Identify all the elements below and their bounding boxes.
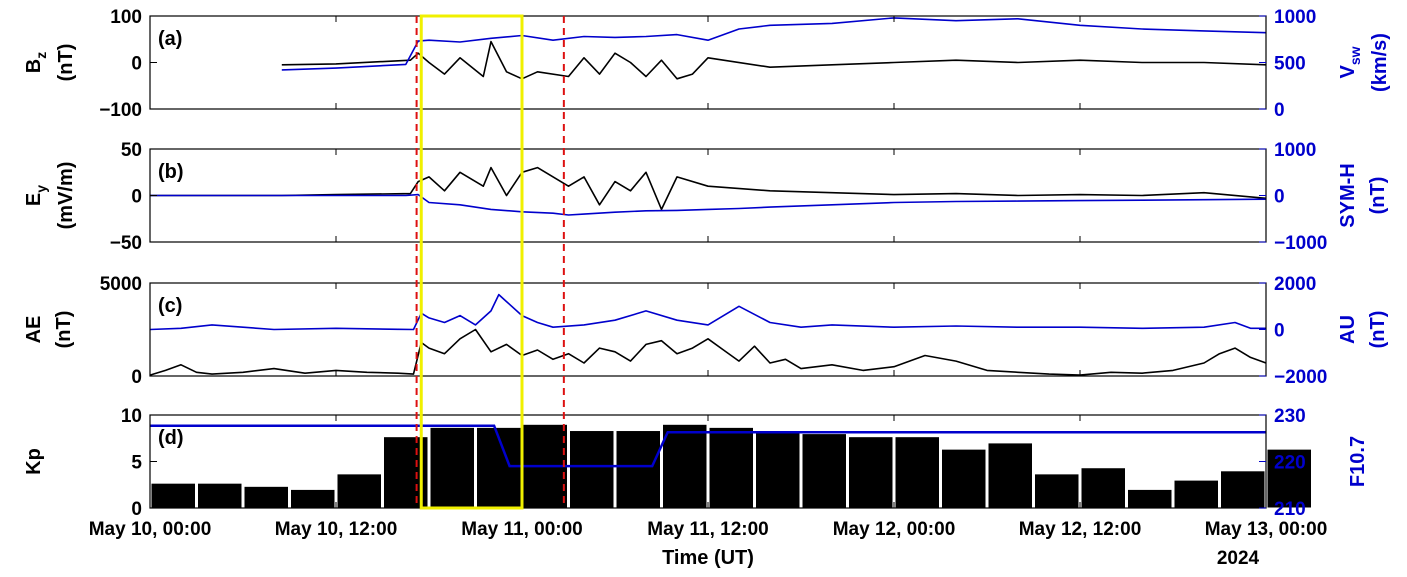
panel-3-left-label: AE (nT) — [23, 311, 75, 349]
panel-1-tag: (a) — [158, 28, 182, 50]
panel-3-right-tick-label-2: 0 — [1274, 321, 1285, 342]
x-tick-label-6: May 12, 12:00 — [1019, 519, 1142, 540]
panel-3-right-tick-label-3: −2000 — [1274, 367, 1327, 388]
kp-bar-4 — [290, 488, 336, 509]
panel-2-left-label: Ey (mV/m) — [23, 162, 77, 230]
panel-1-series-1-line — [281, 40, 1267, 80]
kp-bar-23 — [1173, 479, 1219, 509]
panel-4-left-tick-label-3: 0 — [131, 499, 142, 520]
kp-bar-12 — [662, 423, 708, 509]
kp-bar-5 — [336, 473, 382, 509]
panel-2-tag: (b) — [158, 161, 184, 183]
panel-3-frame — [149, 282, 1267, 377]
panel-4-left-tick-label-1: 10 — [121, 406, 142, 427]
panel-1-left-tick-label-2: 0 — [131, 54, 142, 75]
panel-1-right-label: Vsw (km/s) — [1337, 33, 1391, 92]
kp-bar-22 — [1127, 488, 1173, 509]
x-tick-label-1: May 10, 00:00 — [89, 519, 212, 540]
panel-1-left-tick-label-3: −100 — [99, 100, 142, 121]
panel-4-left-label: Kp — [23, 448, 45, 475]
x-tick-label-7: May 13, 00:00 — [1205, 519, 1328, 540]
kp-bar-21 — [1080, 467, 1126, 509]
panel-1-frame — [149, 15, 1267, 110]
panel-1-series-2-line — [281, 17, 1267, 71]
kp-bar-20 — [1034, 473, 1080, 509]
x-tick-label-5: May 12, 00:00 — [833, 519, 956, 540]
panel-4-tag: (d) — [158, 427, 184, 449]
panel-2-right-tick-label-1: 1000 — [1274, 140, 1316, 161]
panel-2-right-tick-label-2: 0 — [1274, 187, 1285, 208]
panel-3-series-1-line — [149, 328, 1267, 376]
panel-2-series-2-line — [150, 193, 1267, 216]
panel-4-right-tick-label-2: 220 — [1274, 453, 1306, 474]
panel-2-series-1-line — [150, 166, 1267, 211]
panel-4-right-tick-label-1: 230 — [1274, 406, 1306, 427]
panel-3-right-label: AU (nT) — [1337, 311, 1389, 349]
kp-bar-18 — [941, 448, 987, 509]
panel-2-right-label: SYM-H (nT) — [1337, 163, 1389, 227]
panel-4-right-label: F10.7 — [1347, 436, 1369, 487]
panel-1-right-tick-label-1: 1000 — [1274, 7, 1316, 28]
x-tick-label-4: May 11, 12:00 — [647, 519, 768, 540]
kp-bar-13 — [708, 426, 754, 509]
panel-1-right-tick-label-2: 500 — [1274, 54, 1306, 75]
kp-bar-1 — [150, 482, 196, 509]
panel-1-right-tick-label-3: 0 — [1274, 100, 1285, 121]
panel-2-left-tick-label-1: 50 — [121, 140, 142, 161]
panel-2-left-tick-label-2: 0 — [131, 187, 142, 208]
kp-bar-14 — [755, 430, 801, 509]
panel-1-left-tick-label-1: 100 — [110, 7, 142, 28]
panel-3-right-tick-label-1: 2000 — [1274, 274, 1316, 295]
kp-bar-16 — [848, 436, 894, 509]
panel-2-right-tick-label-3: −1000 — [1274, 233, 1327, 254]
panel-3-series-2-line — [149, 293, 1266, 331]
kp-bar-25 — [1266, 448, 1312, 509]
panel-3-tag: (c) — [158, 295, 182, 317]
yellow-highlight-box — [419, 14, 524, 510]
panel-3-left-tick-label-1: 5000 — [100, 274, 142, 295]
x-year-label: 2024 — [1217, 548, 1260, 569]
kp-bar-10 — [569, 430, 615, 509]
kp-bar-11 — [615, 430, 661, 509]
x-axis-title: Time (UT) — [662, 547, 754, 569]
panel-4-right-tick-label-3: 210 — [1274, 499, 1306, 520]
x-tick-label-3: May 11, 00:00 — [461, 519, 582, 540]
panel-3-left-tick-label-2: 0 — [131, 367, 142, 388]
panel-1-left-label: Bz (nT) — [23, 44, 77, 82]
x-tick-label-2: May 10, 12:00 — [275, 519, 398, 540]
kp-bar-24 — [1220, 470, 1266, 509]
f107-line — [150, 424, 1266, 468]
kp-bar-7 — [429, 426, 475, 509]
panel-4-left-tick-label-2: 5 — [131, 453, 142, 474]
kp-bar-15 — [801, 433, 847, 509]
panel-2-left-tick-label-3: −50 — [110, 233, 142, 254]
kp-bar-17 — [894, 436, 940, 509]
kp-bar-3 — [243, 485, 289, 509]
kp-bar-19 — [987, 442, 1033, 509]
kp-bar-2 — [197, 482, 243, 509]
